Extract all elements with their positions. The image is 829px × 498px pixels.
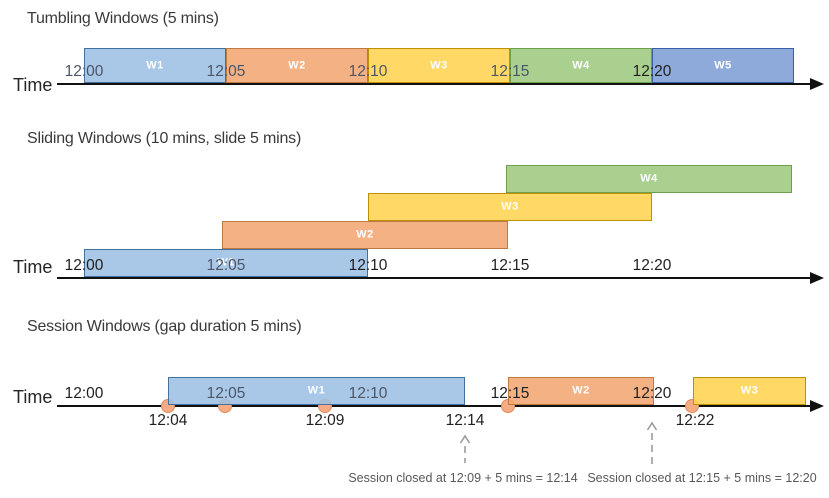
tick-label-sliding-1210: 12:10 bbox=[348, 257, 388, 274]
time-axis-label-tumbling: Time bbox=[13, 75, 53, 95]
tick-label-tumbling-1200: 12:00 bbox=[64, 63, 104, 80]
tick-label-tumbling-1210: 12:10 bbox=[348, 63, 388, 80]
dashed-arrow-icon-0 bbox=[458, 434, 472, 464]
window-label: W5 bbox=[714, 59, 732, 72]
axis-arrowhead-icon bbox=[810, 78, 824, 90]
window-label: W1 bbox=[307, 384, 326, 397]
window-bar-tumbling-w2: W2 bbox=[226, 48, 368, 83]
window-label: W2 bbox=[572, 384, 590, 397]
tick-label-sliding-1220: 12:20 bbox=[632, 257, 672, 274]
tick-label-session-1210: 12:10 bbox=[348, 385, 388, 402]
time-axis-sliding bbox=[57, 277, 812, 279]
event-time-label-1209: 12:09 bbox=[305, 412, 345, 429]
time-axis-session bbox=[57, 405, 812, 407]
tick-label-tumbling-1215: 12:15 bbox=[490, 63, 530, 80]
window-bar-sliding-w2: W2 bbox=[222, 221, 508, 249]
window-label: W2 bbox=[356, 228, 374, 241]
tick-label-sliding-1215: 12:15 bbox=[490, 257, 530, 274]
window-bar-session-w1: W1 bbox=[168, 377, 465, 405]
section-title-session: Session Windows (gap duration 5 mins) bbox=[27, 318, 302, 335]
section-title-tumbling: Tumbling Windows (5 mins) bbox=[27, 10, 219, 27]
tick-label-session-1220: 12:20 bbox=[632, 385, 672, 402]
tick-label-session-1205: 12:05 bbox=[206, 385, 246, 402]
window-bar-sliding-w4: W4 bbox=[506, 165, 792, 193]
window-bar-session-w3: W3 bbox=[693, 377, 806, 405]
window-label: W1 bbox=[217, 256, 235, 269]
tick-label-session-1200: 12:00 bbox=[64, 385, 104, 402]
window-label: W2 bbox=[288, 59, 306, 72]
event-time-label-1204: 12:04 bbox=[148, 412, 188, 429]
window-bar-tumbling-w5: W5 bbox=[652, 48, 794, 83]
window-bar-tumbling-w4: W4 bbox=[510, 48, 652, 83]
window-bar-tumbling-w1: W1 bbox=[84, 48, 226, 83]
tick-label-tumbling-1220: 12:20 bbox=[632, 63, 672, 80]
dashed-arrow-icon-1 bbox=[645, 421, 659, 468]
tick-label-sliding-1200: 12:00 bbox=[64, 257, 104, 274]
axis-arrowhead-icon bbox=[810, 400, 824, 412]
tick-label-tumbling-1205: 12:05 bbox=[206, 63, 246, 80]
window-label: W3 bbox=[501, 200, 519, 213]
window-label: W3 bbox=[740, 384, 759, 397]
event-time-label-1214: 12:14 bbox=[445, 412, 485, 429]
tick-label-sliding-1205: 12:05 bbox=[206, 257, 246, 274]
window-label: W4 bbox=[640, 172, 658, 185]
window-bar-session-w2: W2 bbox=[508, 377, 654, 405]
window-bar-sliding-w1: W1 bbox=[84, 249, 368, 277]
window-label: W1 bbox=[146, 59, 164, 72]
window-bar-sliding-w3: W3 bbox=[368, 193, 652, 221]
session-close-annotation-1: Session closed at 12:15 + 5 mins = 12:20 bbox=[587, 471, 817, 485]
window-label: W4 bbox=[572, 59, 590, 72]
session-close-annotation-0: Session closed at 12:09 + 5 mins = 12:14 bbox=[348, 471, 578, 485]
axis-arrowhead-icon bbox=[810, 272, 824, 284]
time-axis-label-sliding: Time bbox=[13, 257, 53, 277]
section-title-sliding: Sliding Windows (10 mins, slide 5 mins) bbox=[27, 130, 302, 147]
window-label: W3 bbox=[430, 59, 448, 72]
tick-label-session-1215: 12:15 bbox=[490, 385, 530, 402]
time-axis-label-session: Time bbox=[13, 387, 53, 407]
event-time-label-1222: 12:22 bbox=[675, 412, 715, 429]
time-axis-tumbling bbox=[57, 83, 812, 85]
window-bar-tumbling-w3: W3 bbox=[368, 48, 510, 83]
